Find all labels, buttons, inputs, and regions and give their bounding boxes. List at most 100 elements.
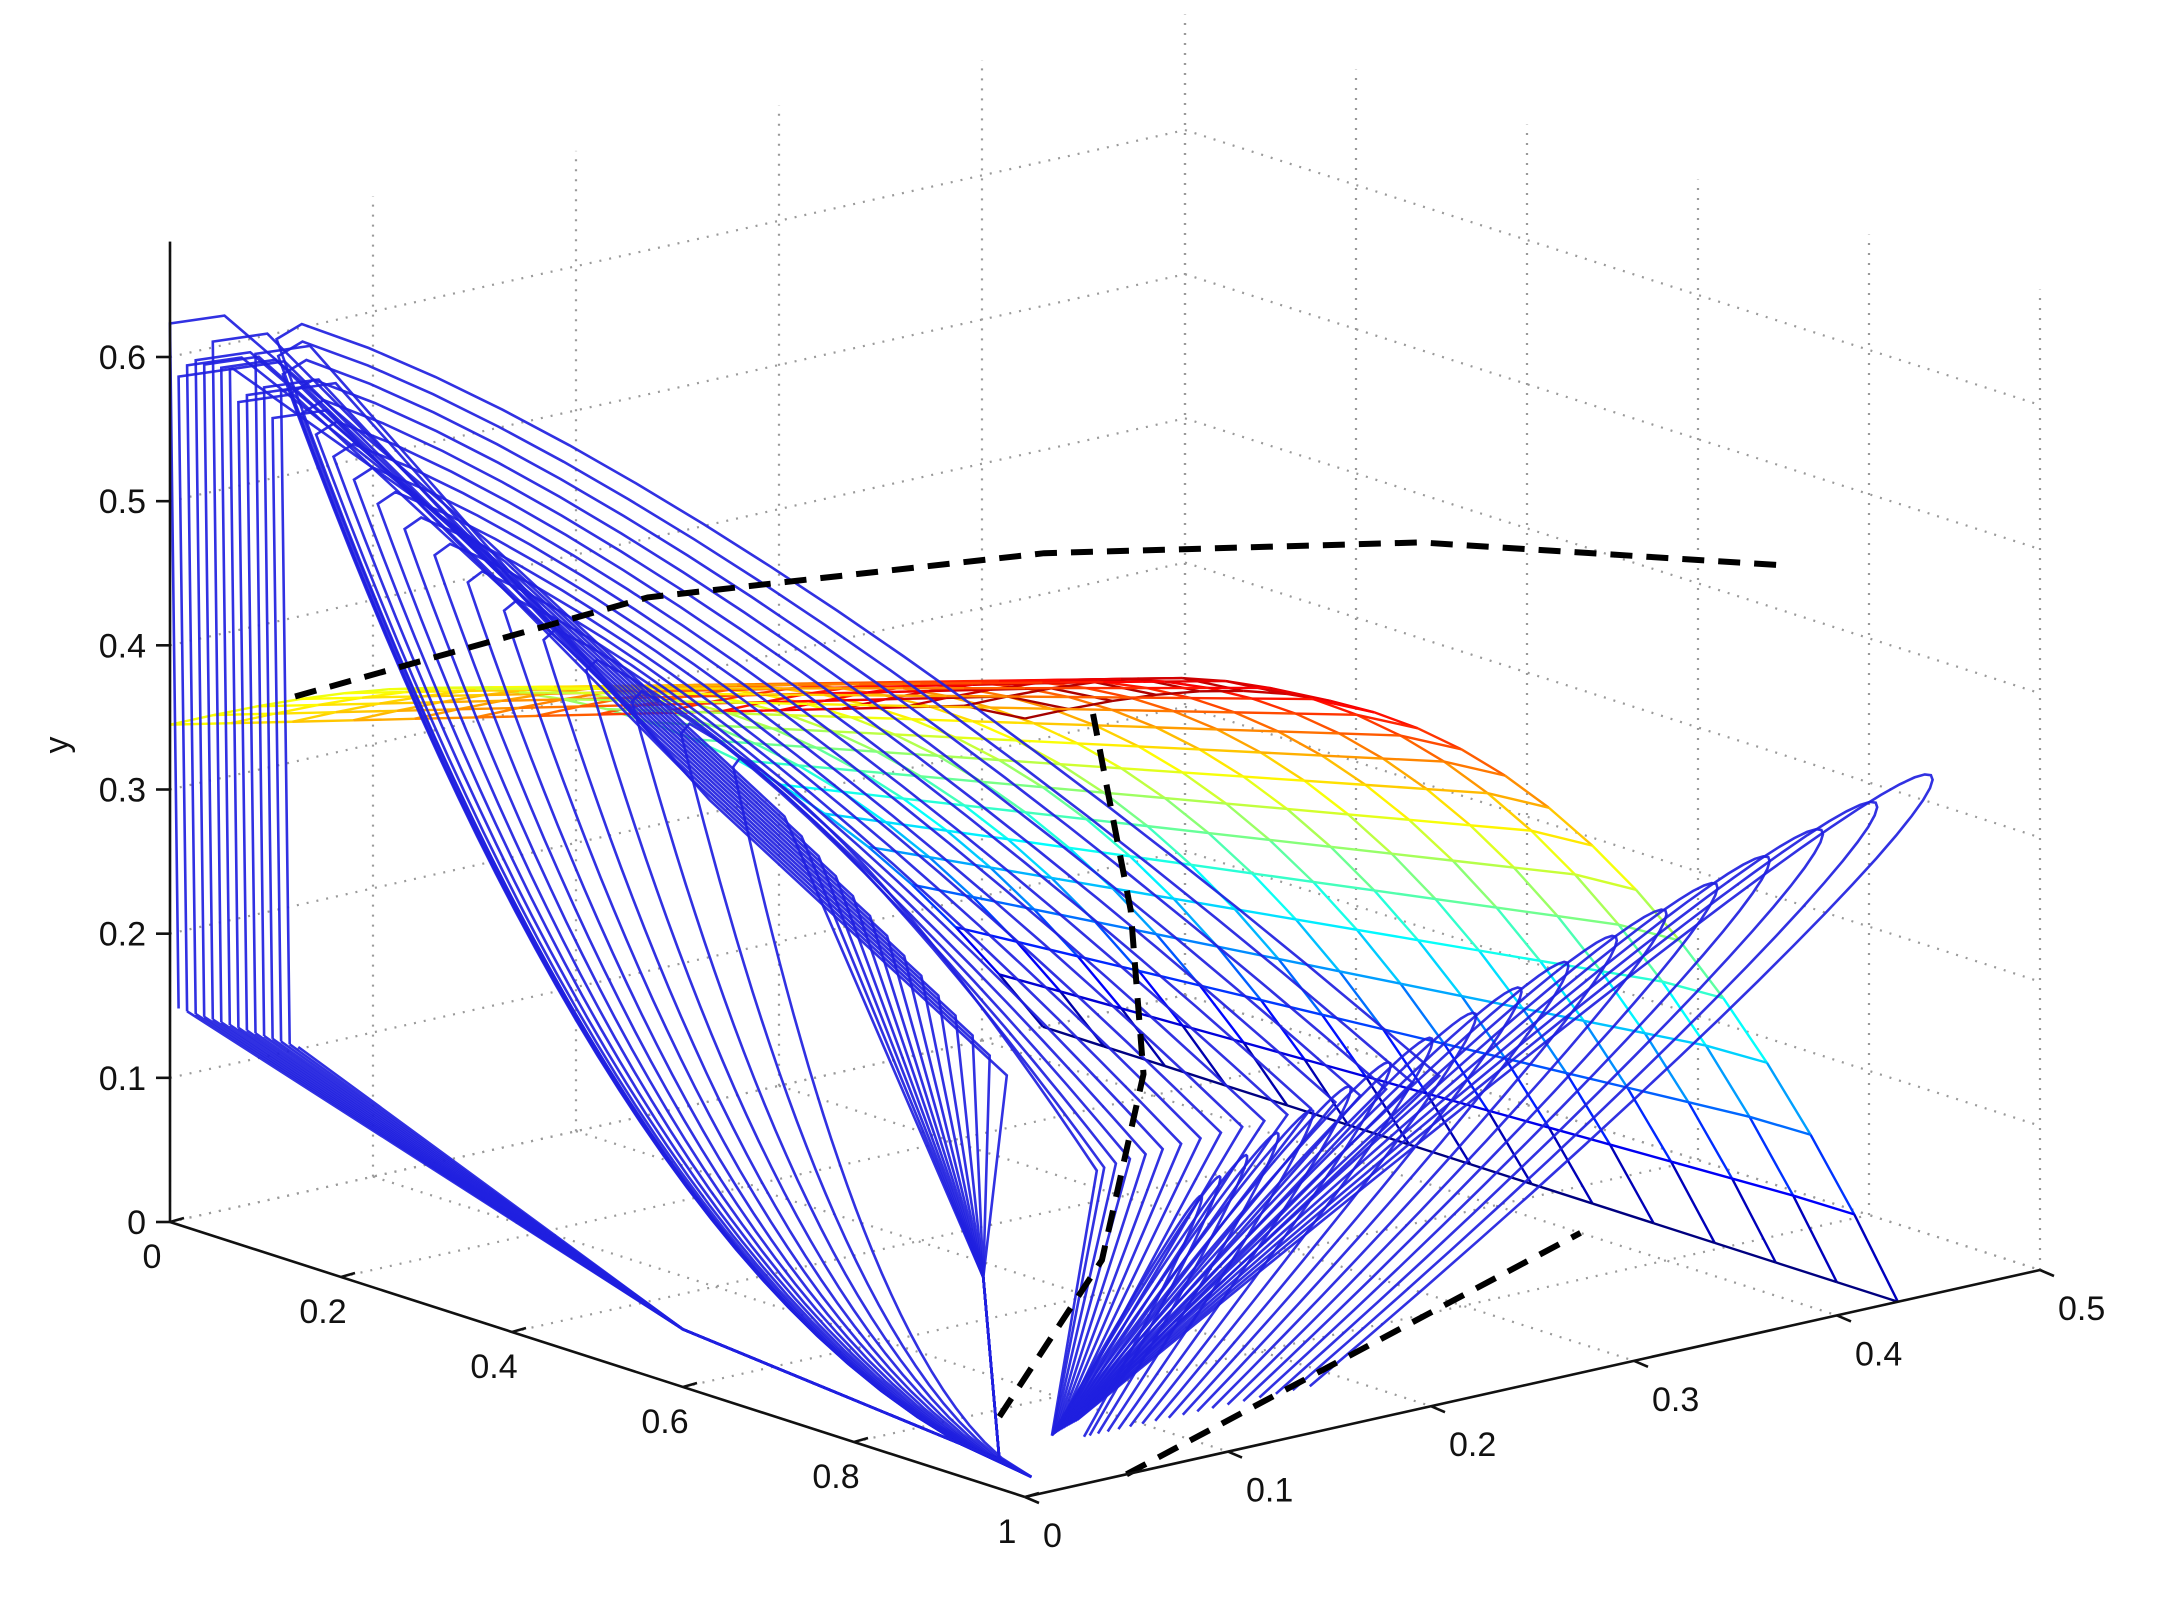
x-tick-label: 1 (998, 1513, 1017, 1551)
surface-mesh-line (1208, 688, 1252, 699)
surface-mesh-line (1104, 682, 1165, 683)
surface-mesh-line (746, 703, 807, 704)
surface-mesh-line (1217, 729, 1261, 752)
surface-mesh-line (1409, 820, 1453, 861)
y-tick-label: 0.4 (99, 627, 146, 665)
surface-mesh-line (999, 680, 1060, 681)
surface-mesh-line (1051, 709, 1112, 710)
surface-mesh-line (519, 706, 580, 707)
surface-mesh-line (1348, 814, 1409, 819)
surface-mesh-line (1418, 940, 1479, 950)
surface-mesh-line (292, 720, 353, 721)
surface-mesh-line (1400, 736, 1461, 750)
surface-mesh-line (1366, 785, 1427, 789)
surface-mesh-line (423, 695, 484, 696)
surface-mesh-line (1357, 715, 1401, 736)
surface-mesh-line (982, 683, 1043, 684)
surface-mesh-line (1287, 809, 1348, 814)
surface-mesh-line (1304, 781, 1365, 785)
trajectory-curve (283, 360, 1823, 1477)
surface-mesh-line (1278, 731, 1339, 733)
surface-mesh-line (353, 719, 414, 720)
surface-mesh-line (1182, 772, 1243, 776)
surface-mesh-line (1261, 753, 1305, 781)
surface-mesh-line (1418, 728, 1462, 749)
surface-mesh-line (1165, 798, 1226, 803)
surface-mesh-line (1453, 861, 1497, 908)
surface-mesh-line (1200, 749, 1261, 752)
x-tick-label: 0.2 (299, 1293, 346, 1331)
x-tick (341, 1273, 355, 1277)
surface-mesh-line (1034, 723, 1095, 725)
surface-mesh-line (1435, 899, 1479, 950)
surface-mesh-line (720, 710, 781, 711)
surface-mesh-line (1287, 809, 1331, 847)
z-tick (1634, 1361, 1648, 1367)
trajectory-curve (273, 410, 1000, 1460)
surface-mesh-line (781, 709, 842, 710)
x-tick-label: 0.6 (641, 1403, 688, 1441)
surface-mesh-line (1182, 772, 1226, 803)
surface-mesh-line (1313, 882, 1374, 891)
y-axis-label: y (38, 737, 76, 754)
surface-mesh-line (702, 694, 763, 695)
surface-mesh-line (1156, 727, 1200, 749)
surface-mesh-line (1121, 768, 1182, 772)
surface-mesh-line (214, 714, 275, 715)
surface-mesh-line (1060, 764, 1121, 768)
side-wall-gridline (170, 130, 1185, 357)
surface-mesh-line (1008, 697, 1069, 698)
x-axis-line (170, 1222, 1025, 1497)
surface-mesh-line (929, 706, 990, 707)
surface-mesh-line (920, 683, 981, 684)
surface-mesh-line (1261, 753, 1322, 756)
x-tick (854, 1438, 868, 1442)
surface-mesh-line (1095, 725, 1139, 746)
surface-mesh-line (1514, 868, 1558, 917)
y-tick-label: 0.6 (99, 339, 146, 377)
surface-mesh-line (1130, 698, 1174, 712)
trajectory-curve (281, 383, 1007, 1460)
surface-mesh-line (1156, 727, 1217, 729)
y-tick-label: 0 (127, 1204, 146, 1242)
surface-mesh-line (1243, 777, 1304, 781)
surface-mesh-line (938, 681, 999, 682)
surface-mesh-line (667, 690, 728, 691)
surface-mesh-line (1235, 712, 1279, 731)
surface-mesh-line (1339, 733, 1400, 735)
surface-mesh-line (1374, 890, 1435, 899)
surface-mesh-line (1278, 731, 1322, 755)
trajectory-curve (291, 380, 1770, 1477)
surface-mesh-line (1191, 698, 1252, 699)
surface-mesh-line (1243, 777, 1287, 809)
surface-mesh-line (257, 705, 318, 706)
surface-mesh-line (231, 722, 292, 723)
z-tick-label: 0 (1043, 1517, 1062, 1555)
surface-mesh-line (1226, 804, 1287, 809)
surface-mesh-line (1296, 714, 1340, 734)
surface-mesh-line (1104, 793, 1165, 798)
surface-mesh-line (1470, 825, 1514, 867)
surface-mesh-line (807, 704, 868, 705)
surface-mesh-line (1366, 785, 1410, 820)
surface-mesh-line (1348, 814, 1392, 853)
surface-mesh-line (1095, 725, 1156, 727)
trajectory-curves (170, 316, 1933, 1477)
surface-mesh-line (1112, 710, 1173, 711)
surface-mesh-line (1174, 711, 1218, 729)
surface-mesh-line (1322, 756, 1366, 785)
z-tick (1025, 1497, 1039, 1503)
surface-mesh-line (1270, 840, 1331, 847)
surface-mesh-line (1043, 682, 1104, 683)
surface-mesh-line (1069, 697, 1130, 698)
surface-mesh-line (1139, 746, 1200, 749)
surface-mesh-line (1191, 698, 1235, 712)
surface-mesh-line (973, 721, 1034, 723)
surface-mesh-line (475, 716, 536, 717)
grid-lines (170, 15, 2040, 1497)
surface-mesh-line (493, 687, 554, 688)
surface-mesh-line (301, 698, 362, 699)
surface-mesh-line (1174, 711, 1235, 712)
surface-mesh-line (1409, 820, 1470, 825)
back-wall-gridline (1185, 274, 2040, 549)
